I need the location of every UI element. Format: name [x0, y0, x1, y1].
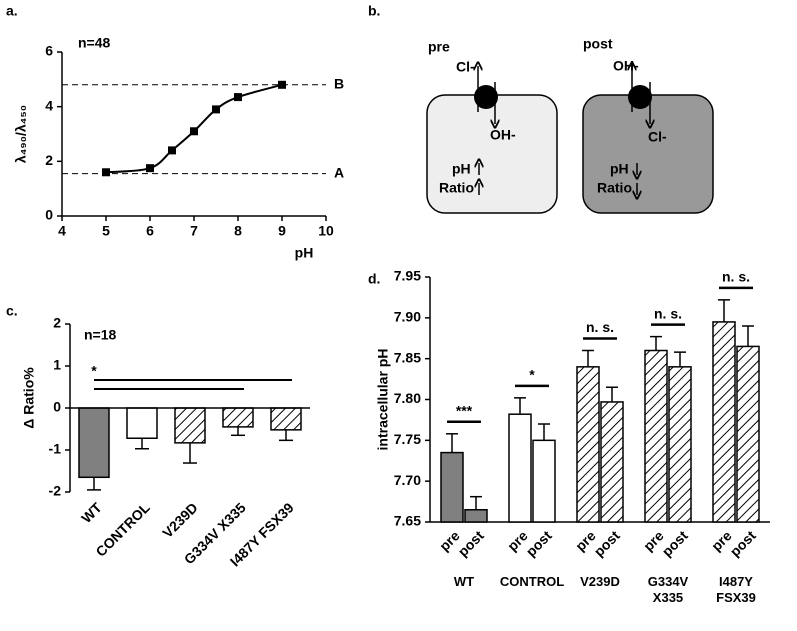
x-tick-label: V239D — [159, 499, 201, 541]
bar — [576, 366, 600, 523]
y-axis-label: λ₄₉₀/λ₄₅₀ — [13, 105, 29, 163]
y-tick-label: 2 — [53, 315, 61, 331]
bar — [508, 413, 532, 523]
bar — [668, 366, 692, 523]
point — [168, 146, 176, 155]
series-label: post — [591, 527, 623, 559]
point — [146, 164, 154, 173]
diagram: pre Cl- OH- pH Ratio post OH- Cl- pH Rat… — [426, 36, 714, 214]
ratio-label: Ratio — [439, 180, 474, 196]
ph-label: pH — [452, 161, 471, 177]
y-tick-label: -2 — [49, 483, 62, 499]
ion-in: OH- — [490, 127, 516, 143]
significance-label: n. s. — [722, 269, 750, 285]
bar — [270, 407, 302, 431]
group-label: V239D — [580, 574, 620, 589]
y-tick-label: 2 — [45, 152, 53, 168]
panel-label: a. — [6, 3, 18, 19]
panel-label: d. — [368, 271, 380, 287]
bar — [174, 407, 206, 444]
bar — [78, 407, 110, 479]
point — [212, 105, 220, 114]
cell-label: post — [583, 36, 613, 52]
bar — [736, 345, 760, 523]
bar — [600, 401, 624, 523]
group-label: G334V X335 — [647, 574, 689, 605]
point — [190, 127, 198, 136]
bar — [464, 509, 488, 523]
x-tick-label: 5 — [102, 223, 110, 239]
bar — [222, 407, 254, 428]
point — [102, 168, 110, 177]
transporter — [628, 85, 652, 109]
ion-in: Cl- — [648, 129, 667, 145]
reference-label: A — [334, 164, 344, 180]
series-label: post — [659, 527, 691, 559]
y-axis-label: Δ Ratio% — [21, 367, 37, 429]
x-tick-label: WT — [78, 499, 105, 526]
x-tick-label: 6 — [146, 223, 154, 239]
x-tick-label: 4 — [58, 223, 66, 239]
ph-label: pH — [610, 161, 629, 177]
significance-label: * — [529, 367, 535, 383]
ion-out: OH- — [613, 58, 639, 74]
annotation: n=48 — [78, 35, 111, 51]
y-tick-label: 7.70 — [394, 472, 421, 488]
panel-label: b. — [368, 3, 380, 19]
ion-out: Cl- — [456, 59, 475, 75]
ratio-label: Ratio — [597, 180, 632, 196]
significance-label: n. s. — [654, 305, 682, 321]
x-axis-label: pH — [295, 245, 314, 261]
y-tick-label: 7.90 — [394, 309, 421, 325]
reference-label: B — [334, 76, 344, 92]
point — [278, 80, 286, 89]
x-tick-label: 9 — [278, 223, 286, 239]
bar — [126, 407, 158, 439]
y-tick-label: 4 — [45, 97, 53, 113]
annotation: n=18 — [84, 327, 117, 343]
bar — [532, 439, 556, 523]
point — [234, 93, 242, 102]
y-tick-label: 7.65 — [394, 513, 421, 529]
bar — [712, 321, 736, 523]
significance-label: n. s. — [586, 319, 614, 335]
y-tick-label: 0 — [53, 399, 61, 415]
transporter — [474, 85, 498, 109]
y-tick-label: 7.85 — [394, 349, 421, 365]
y-tick-label: 7.95 — [394, 268, 421, 284]
bar — [644, 349, 668, 523]
x-tick-label: 7 — [190, 223, 198, 239]
series-label: post — [727, 527, 759, 559]
series-label: post — [455, 527, 487, 559]
x-tick-label: 10 — [318, 223, 334, 239]
panel-label: c. — [6, 303, 18, 319]
group-label: I487Y FSX39 — [716, 574, 756, 605]
significance-label: * — [91, 363, 97, 379]
y-tick-label: 7.75 — [394, 431, 421, 447]
y-tick-label: 0 — [45, 207, 53, 223]
group-label: CONTROL — [499, 574, 565, 589]
significance-label: *** — [456, 403, 473, 419]
group-label: WT — [453, 574, 475, 589]
cell-label: pre — [428, 39, 450, 55]
series-label: post — [523, 527, 555, 559]
y-tick-label: -1 — [49, 441, 62, 457]
y-axis-label: intracellular pH — [375, 349, 391, 451]
x-tick-label: 8 — [234, 223, 242, 239]
y-tick-label: 6 — [45, 43, 53, 59]
bar — [440, 451, 464, 523]
y-tick-label: 7.80 — [394, 390, 421, 406]
y-tick-label: 1 — [53, 357, 61, 373]
